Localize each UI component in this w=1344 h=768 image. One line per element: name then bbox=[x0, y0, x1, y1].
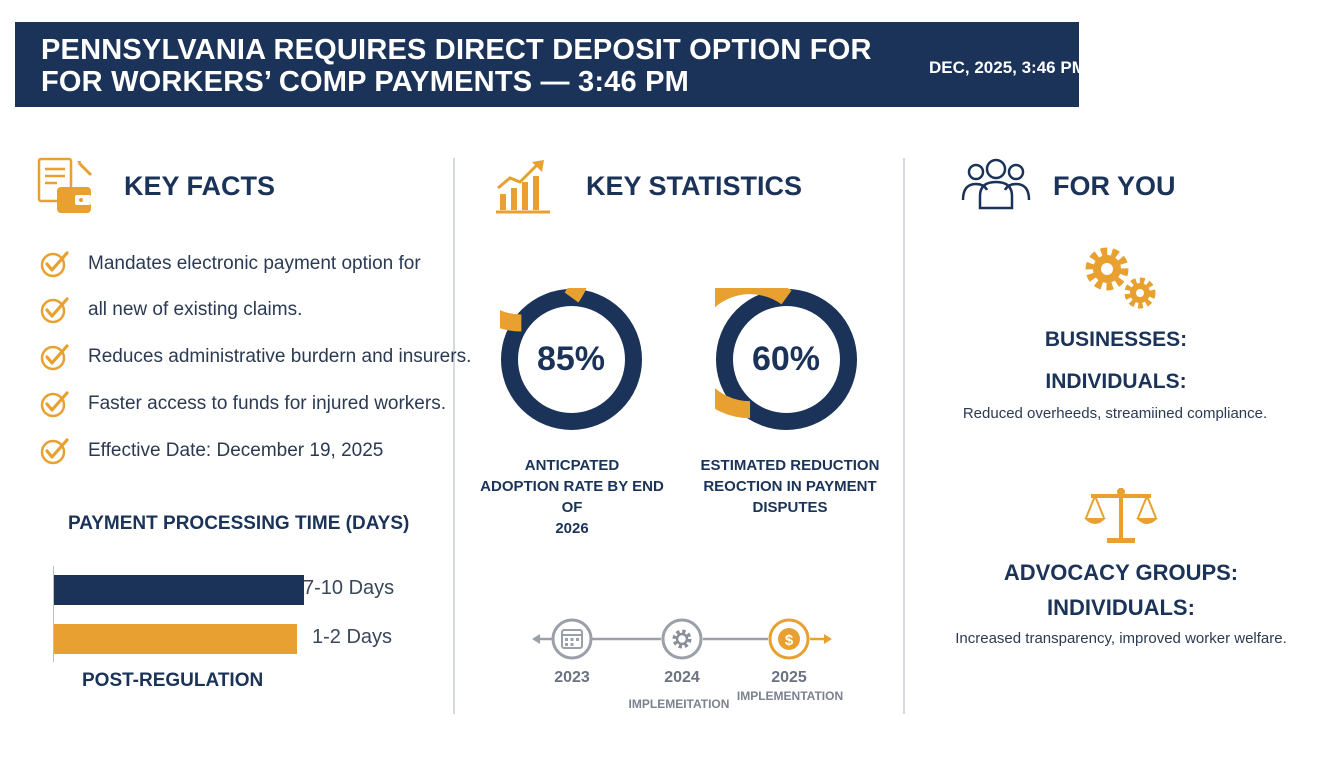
check-circle-icon bbox=[40, 297, 69, 324]
dispute-reduction-donut bbox=[715, 288, 857, 430]
caption-line: DISPUTES bbox=[752, 499, 828, 516]
advocacy-groups-description: Increased transparency, improved worker … bbox=[955, 630, 1287, 647]
caption-line: ESTIMATED REDUCTION bbox=[700, 457, 880, 474]
caption-line: REOCTION IN PAYMENT bbox=[703, 478, 877, 495]
check-circle-icon bbox=[40, 251, 69, 278]
adoption-rate-donut bbox=[500, 288, 642, 430]
timeline-year-2025: 2025 bbox=[771, 669, 807, 686]
key-fact-item: all new of existing claims. bbox=[40, 294, 302, 326]
processing-bar-post bbox=[54, 624, 297, 654]
timeline-label-2024: IMPLEMEITATION bbox=[628, 697, 730, 711]
bar-chart-trend-icon bbox=[496, 160, 550, 214]
svg-text:$: $ bbox=[785, 632, 794, 649]
businesses-title: BUSINESSES: bbox=[1044, 328, 1188, 351]
advocacy-groups-subtitle: INDIVIDUALS: bbox=[1047, 595, 1195, 620]
advocacy-groups-title: ADVOCACY GROUPS: bbox=[1003, 560, 1239, 585]
publish-date: DEC, 2025, 3:46 PM bbox=[929, 58, 1079, 77]
header-banner: PENNSYLVANIA REQUIRES DIRECT DEPOSIT OPT… bbox=[15, 22, 1079, 107]
check-circle-icon bbox=[40, 344, 69, 371]
check-circle-icon bbox=[40, 391, 69, 418]
processing-bar-value-label: 7-10 Days bbox=[303, 577, 395, 599]
key-fact-item: Faster access to funds for injured worke… bbox=[40, 388, 446, 420]
adoption-rate-value: 85% bbox=[536, 340, 606, 378]
gear-icon bbox=[661, 618, 703, 660]
check-circle-icon bbox=[40, 438, 69, 465]
caption-line: ADOPTION RATE BY END OF bbox=[480, 478, 664, 516]
document-wallet-icon bbox=[37, 157, 93, 213]
businesses-subtitle: INDIVIDUALS: bbox=[1045, 370, 1187, 393]
dollar-coin-icon: $ bbox=[768, 618, 810, 660]
gears-icon bbox=[1085, 247, 1156, 309]
scales-icon bbox=[1084, 488, 1158, 543]
adoption-rate-caption: ANTICPATED ADOPTION RATE BY END OF 2026 bbox=[472, 455, 672, 539]
caption-line: 2026 bbox=[555, 520, 589, 537]
headline-line-2: FOR WORKERS’ COMP PAYMENTS — 3:46 PM bbox=[41, 66, 689, 98]
key-fact-text: all new of existing claims. bbox=[88, 299, 303, 320]
dispute-reduction-caption: ESTIMATED REDUCTION REOCTION IN PAYMENT … bbox=[690, 455, 890, 518]
donut-fill-arc bbox=[715, 288, 792, 419]
businesses-description: Reduced overheeds, streamiined complianc… bbox=[962, 405, 1268, 422]
processing-chart-title: PAYMENT PROCESSING TIME (DAYS) bbox=[68, 513, 410, 534]
timeline: $ bbox=[532, 618, 832, 660]
column-divider-right bbox=[903, 158, 905, 714]
timeline-label-2025: IMPLEMENTATION bbox=[736, 689, 844, 703]
key-fact-text: Reduces administrative burdern and insur… bbox=[88, 346, 472, 367]
calendar-icon bbox=[551, 618, 593, 660]
timeline-year-2024: 2024 bbox=[664, 669, 700, 686]
key-fact-text: Mandates electronic payment option for bbox=[88, 253, 421, 274]
key-facts-heading: KEY FACTS bbox=[124, 171, 276, 201]
caption-line: ANTICPATED bbox=[524, 457, 620, 474]
processing-bar-value-label: 1-2 Days bbox=[312, 626, 393, 648]
timeline-year-2023: 2023 bbox=[554, 669, 590, 686]
column-divider-left bbox=[453, 158, 455, 714]
processing-chart-footer: POST-REGULATION bbox=[82, 670, 264, 691]
key-fact-text: Effective Date: December 19, 2025 bbox=[88, 440, 384, 461]
headline: PENNSYLVANIA REQUIRES DIRECT DEPOSIT OPT… bbox=[41, 34, 872, 98]
processing-chart-axis bbox=[53, 566, 54, 662]
key-fact-item: Reduces administrative burdern and insur… bbox=[40, 341, 471, 373]
dispute-reduction-value: 60% bbox=[751, 340, 821, 378]
headline-line-1: PENNSYLVANIA REQUIRES DIRECT DEPOSIT OPT… bbox=[41, 34, 872, 66]
processing-bar-pre bbox=[54, 575, 304, 605]
key-fact-item: Effective Date: December 19, 2025 bbox=[40, 435, 383, 467]
for-you-heading: FOR YOU bbox=[1053, 171, 1176, 201]
people-group-icon bbox=[961, 158, 1031, 210]
key-fact-text: Faster access to funds for injured worke… bbox=[88, 393, 446, 414]
key-fact-item: Mandates electronic payment option for bbox=[40, 248, 421, 280]
key-statistics-heading: KEY STATISTICS bbox=[586, 171, 803, 201]
